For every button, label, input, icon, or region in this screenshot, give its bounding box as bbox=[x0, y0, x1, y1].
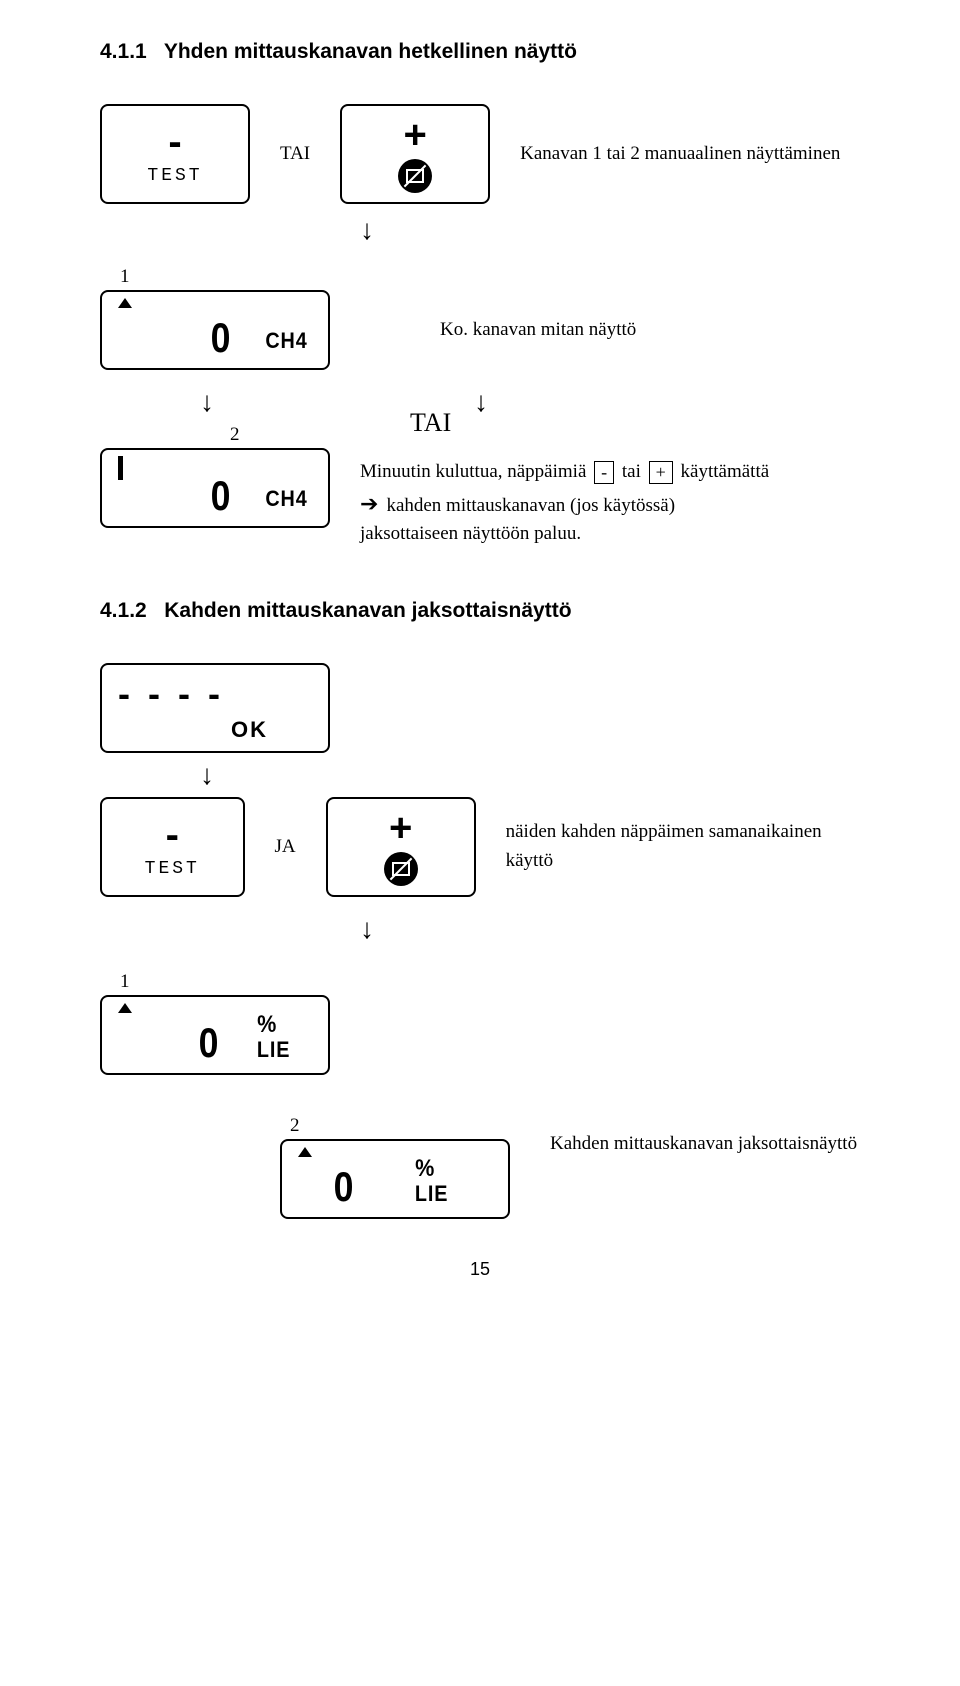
desc-row1: Kanavan 1 tai 2 manuaalinen näyttäminen bbox=[520, 140, 840, 169]
minus-sign-2: - bbox=[166, 815, 179, 855]
heading-412-title: Kahden mittauskanavan jaksottaisnäyttö bbox=[164, 599, 571, 622]
minus-sign: - bbox=[168, 122, 181, 162]
arrow-down-4: ↓ bbox=[360, 913, 374, 945]
arrow-down-1: ↓ bbox=[360, 214, 860, 246]
desc2-line1: Minuutin kuluttua, näppäimiä - tai + käy… bbox=[360, 458, 769, 487]
arrow-down-3: ↓ bbox=[200, 759, 860, 791]
heading-412: 4.1.2 Kahden mittauskanavan jaksottaisnä… bbox=[100, 599, 860, 623]
marker-2b: 2 bbox=[290, 1115, 510, 1137]
desc-3: Kahden mittauskanavan jaksottaisnäyttö bbox=[550, 1130, 857, 1159]
row-disp2: 0 CH4 TAI Minuutin kuluttua, näppäimiä -… bbox=[100, 448, 860, 549]
key-minus: - bbox=[594, 461, 614, 485]
tai-big: TAI bbox=[410, 408, 769, 438]
plus-mute-box: + bbox=[340, 104, 490, 204]
col-5: 2 0 % LIE bbox=[280, 1095, 510, 1219]
d2l2: kahden mittauskanavan (jos käytössä) bbox=[386, 495, 675, 516]
triangle-icon bbox=[118, 298, 132, 308]
dashes: - - - - bbox=[118, 673, 224, 715]
ja-text: JA bbox=[275, 836, 296, 858]
heading-412-num: 4.1.2 bbox=[100, 599, 147, 622]
triangle-icon-5 bbox=[298, 1147, 312, 1157]
heading-411-title: Yhden mittauskanavan hetkellinen näyttö bbox=[164, 40, 577, 63]
ok-text: OK bbox=[231, 717, 268, 743]
heading-411: 4.1.1 Yhden mittauskanavan hetkellinen n… bbox=[100, 40, 860, 64]
digit-5: 0 bbox=[334, 1163, 352, 1211]
marker-1b: 1 bbox=[120, 971, 860, 993]
desc-row2: näiden kahden näppäimen samanaikainen kä… bbox=[506, 818, 860, 875]
display-box-5: 0 % LIE bbox=[280, 1139, 510, 1219]
mute-icon-2 bbox=[384, 852, 418, 886]
mute-icon bbox=[398, 159, 432, 193]
row-buttons-2: - TEST JA + näiden kahden näppäimen sama… bbox=[100, 797, 860, 897]
plus-sign-2: + bbox=[389, 808, 412, 848]
triangle-icon-4 bbox=[118, 1003, 132, 1013]
plus-mute-box-2: + bbox=[326, 797, 476, 897]
digit-2: 0 bbox=[210, 472, 228, 520]
page: 4.1.1 Yhden mittauskanavan hetkellinen n… bbox=[0, 0, 960, 1310]
digit-1: 0 bbox=[210, 314, 228, 362]
desc-1: Ko. kanavan mitan näyttö bbox=[440, 316, 636, 345]
d2l1a: Minuutin kuluttua, näppäimiä bbox=[360, 461, 586, 482]
bar-icon bbox=[118, 456, 123, 480]
heading-411-num: 4.1.1 bbox=[100, 40, 147, 63]
marker-1: 1 bbox=[120, 266, 860, 288]
desc2-line3: jaksottaiseen näyttöön paluu. bbox=[360, 520, 769, 549]
plus-sign: + bbox=[403, 115, 426, 155]
minus-test-box-2: - TEST bbox=[100, 797, 245, 897]
test-label-2: TEST bbox=[145, 859, 200, 879]
display-box-1: 0 CH4 bbox=[100, 290, 330, 370]
row-disp1: 0 CH4 Ko. kanavan mitan näyttö bbox=[100, 290, 860, 370]
d2l1b: tai bbox=[622, 461, 641, 482]
minus-test-box: - TEST bbox=[100, 104, 250, 204]
arrow-right-icon: ➔ bbox=[360, 491, 378, 516]
d2l1c: käyttämättä bbox=[681, 461, 770, 482]
digit-4: 0 bbox=[198, 1019, 216, 1067]
arrow-down-2a: ↓ bbox=[200, 386, 214, 418]
display-box-3: - - - - OK bbox=[100, 663, 330, 753]
desc-2-block: TAI Minuutin kuluttua, näppäimiä - tai +… bbox=[360, 408, 769, 549]
suffix-5: LIE bbox=[415, 1181, 449, 1207]
plus-col-1: + bbox=[340, 104, 490, 204]
desc2-line2: ➔ kahden mittauskanavan (jos käytössä) bbox=[360, 487, 769, 521]
suffix-1: CH4 bbox=[265, 328, 307, 354]
row-buttons-1: - TEST TAI + Kanavan 1 tai 2 manuaalinen… bbox=[100, 104, 860, 204]
plus-col-2: + bbox=[326, 797, 476, 897]
pct-5: % bbox=[415, 1155, 435, 1183]
suffix-2: CH4 bbox=[265, 486, 307, 512]
key-plus: + bbox=[649, 461, 673, 485]
pct-4: % bbox=[257, 1011, 277, 1039]
display-box-4: 0 % LIE bbox=[100, 995, 330, 1075]
test-label: TEST bbox=[147, 166, 202, 186]
page-number: 15 bbox=[100, 1259, 860, 1280]
display-box-2: 0 CH4 bbox=[100, 448, 330, 528]
tai-text-1: TAI bbox=[280, 143, 310, 165]
suffix-4: LIE bbox=[257, 1037, 291, 1063]
